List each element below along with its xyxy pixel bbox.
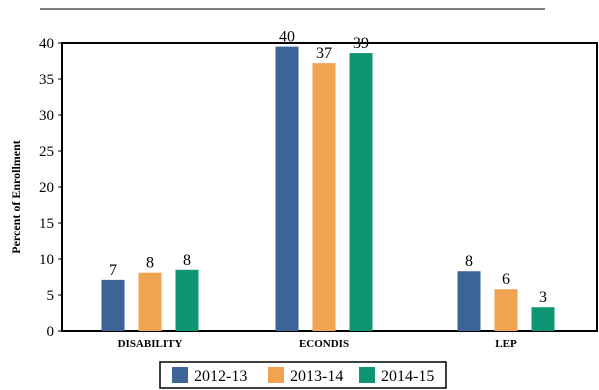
bar-disability-2014-15	[175, 269, 199, 331]
bar-lep-2014-15	[531, 307, 555, 331]
data-labels: 7 40 8 8 37 6 8 39 3	[109, 29, 547, 307]
bars	[101, 46, 555, 332]
x-category-label: DISABILITY	[118, 338, 183, 350]
y-tick-label: 15	[39, 216, 54, 232]
bar-econdis-2012-13	[275, 46, 299, 331]
x-axis: DISABILITY ECONDIS LEP	[118, 338, 517, 350]
data-label: 40	[279, 29, 295, 46]
legend-entry: 2012-13	[194, 368, 247, 385]
x-category-label: LEP	[495, 338, 517, 350]
y-axis: 0 5 10 15 20 25 30 35 40	[39, 36, 62, 340]
y-tick-label: 20	[39, 180, 54, 196]
data-label: 3	[539, 289, 547, 306]
legend-swatch	[172, 367, 188, 383]
data-label: 7	[109, 262, 117, 279]
bar-lep-2012-13	[457, 271, 481, 331]
data-label: 8	[146, 255, 154, 272]
data-label: 8	[465, 253, 473, 270]
y-axis-label: Percent of Enrollment	[9, 140, 23, 254]
bar-disability-2013-14	[138, 272, 162, 331]
legend-swatch	[359, 367, 375, 383]
y-tick-label: 35	[39, 72, 54, 88]
y-tick-label: 25	[39, 144, 54, 160]
y-tick-label: 40	[39, 36, 54, 52]
bar-lep-2013-14	[494, 289, 518, 331]
bar-econdis-2014-15	[349, 53, 373, 332]
legend-entry: 2014-15	[381, 368, 434, 385]
x-category-label: ECONDIS	[299, 338, 349, 350]
legend-swatch	[268, 367, 284, 383]
y-tick-label: 5	[47, 288, 55, 304]
data-label: 37	[316, 45, 332, 62]
bar-disability-2012-13	[101, 279, 125, 331]
y-tick-label: 10	[39, 252, 54, 268]
legend-entry: 2013-14	[290, 368, 343, 385]
data-label: 6	[502, 271, 510, 288]
data-label: 8	[183, 252, 191, 269]
y-tick-label: 30	[39, 108, 54, 124]
y-tick-label: 0	[47, 324, 55, 340]
data-label: 39	[353, 35, 369, 52]
legend-box	[159, 361, 447, 389]
legend: 2012-13 2013-14 2014-15	[159, 361, 447, 389]
bar-econdis-2013-14	[312, 63, 336, 331]
